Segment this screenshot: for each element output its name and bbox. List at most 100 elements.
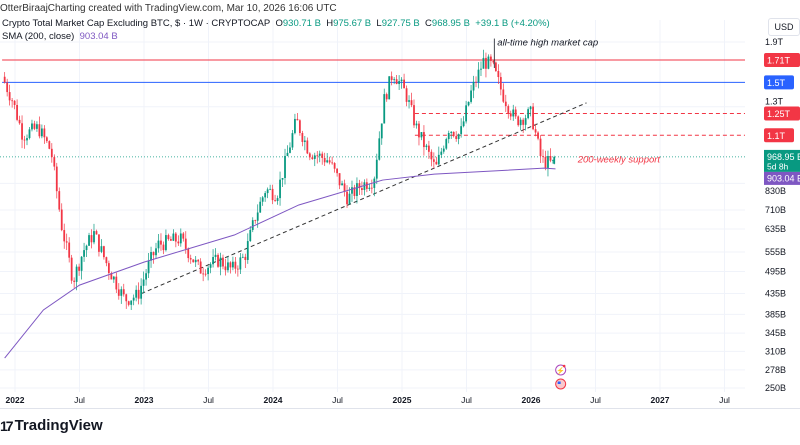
candle-body — [313, 155, 316, 159]
candle-body — [375, 159, 378, 179]
candle-body — [336, 168, 339, 174]
candle-body — [333, 163, 336, 169]
candle-body — [117, 289, 120, 296]
level-price-label: 1.25T — [767, 109, 791, 119]
candle-body — [423, 132, 425, 148]
chart-legend: Crypto Total Market Cap Excluding BTC, $… — [2, 17, 550, 43]
level-price-tag — [764, 106, 800, 121]
candle-body — [55, 166, 58, 192]
candle-body — [298, 120, 301, 133]
time-axis-label: Jul — [74, 395, 85, 405]
currency-button[interactable]: USD — [768, 18, 800, 36]
candle-body — [542, 156, 544, 157]
candle-body — [356, 183, 358, 196]
candle-body — [100, 246, 103, 252]
candle-body — [162, 244, 165, 251]
candle-body — [73, 280, 76, 282]
price-axis-label: 555B — [765, 247, 786, 257]
candle-body — [150, 252, 152, 261]
level-price-label: 1.1T — [767, 131, 786, 141]
candle-body — [467, 101, 470, 106]
candle-body — [70, 257, 73, 281]
candle-body — [462, 121, 465, 127]
candle-body — [227, 262, 229, 271]
candle-body — [127, 301, 130, 305]
candle-body — [289, 147, 291, 153]
candle-body — [58, 191, 61, 210]
candle-body — [450, 131, 453, 133]
candle-body — [23, 139, 26, 141]
candle-body — [361, 188, 363, 191]
candle-body — [132, 297, 135, 301]
candle-body — [460, 126, 463, 135]
candle-body — [115, 276, 118, 290]
candle-body — [239, 257, 242, 270]
candle-body — [365, 182, 368, 189]
candle-body — [214, 254, 217, 258]
level-price-label: 1.71T — [767, 56, 791, 66]
candle-body — [328, 160, 331, 163]
event-dot — [562, 364, 566, 368]
candle-body — [137, 289, 140, 299]
candle-body — [75, 266, 78, 282]
sma-label[interactable]: SMA (200, close) — [2, 31, 75, 42]
candle-body — [532, 106, 534, 130]
candle-body — [120, 289, 123, 296]
candle-body — [517, 116, 520, 126]
candle-body — [68, 242, 71, 258]
candle-body — [403, 79, 405, 89]
symbol-title[interactable]: Crypto Total Market Cap Excluding BTC, $… — [2, 18, 271, 29]
candle-body — [179, 233, 182, 244]
candle-body — [112, 276, 115, 280]
candle-body — [50, 148, 53, 158]
candle-body — [93, 231, 95, 243]
symbol-legend-row: Crypto Total Market Cap Excluding BTC, $… — [2, 17, 550, 30]
candle-body — [494, 62, 497, 71]
candle-body — [296, 118, 299, 121]
price-axis-label: 1.9T — [765, 37, 784, 47]
candle-body — [514, 109, 517, 117]
candle-body — [274, 200, 276, 202]
change-value: +39.1 B (+4.20%) — [475, 18, 550, 29]
level-price-tag — [764, 128, 794, 143]
candle-body — [135, 289, 138, 298]
candle-body — [110, 273, 113, 280]
price-axis-label: 310B — [765, 346, 786, 356]
candle-body — [125, 294, 128, 302]
time-axis-label: 2022 — [6, 395, 25, 405]
price-chart[interactable]: all-time high market cap 200-weekly suppo… — [0, 0, 800, 410]
time-axis-label: Jul — [461, 395, 472, 405]
candle-body — [485, 57, 487, 69]
candle-body — [477, 69, 480, 83]
candle-body — [437, 154, 440, 165]
candle-body — [457, 134, 460, 140]
close-label: C — [425, 18, 432, 29]
candle-body — [303, 140, 306, 142]
candle-body — [249, 229, 252, 242]
candle-body — [435, 161, 438, 165]
sma-value: 903.04 B — [79, 31, 118, 42]
candle-body — [383, 94, 386, 124]
bar-countdown-label: 5d 8h — [767, 161, 789, 171]
flag-canton — [557, 381, 561, 384]
candle-body — [445, 139, 448, 149]
candle-body — [452, 131, 455, 137]
candle-body — [502, 89, 505, 102]
candle-body — [348, 193, 351, 205]
open-label: O — [275, 18, 283, 29]
price-axis-label: 495B — [765, 266, 786, 276]
candle-body — [244, 256, 247, 260]
candle-body — [321, 153, 324, 158]
candle-body — [83, 250, 85, 257]
open-value: 930.71 B — [282, 18, 321, 29]
candle-body — [18, 119, 21, 124]
candle-body — [236, 268, 239, 270]
tradingview-logo[interactable]: 17 TradingView — [0, 417, 103, 434]
candle-body — [286, 152, 289, 156]
candle-body — [442, 148, 445, 152]
candle-body — [269, 188, 272, 190]
candle-body — [197, 259, 200, 262]
candle-body — [341, 183, 343, 186]
candle-body — [331, 162, 334, 164]
candle-body — [157, 240, 160, 249]
